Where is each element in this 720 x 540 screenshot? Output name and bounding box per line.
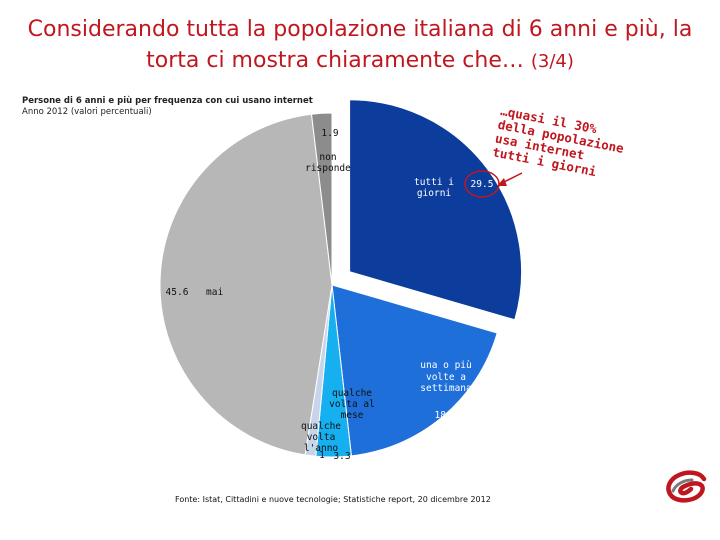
slice-value-anno: 1 [319, 450, 325, 461]
slice-value-non-risponde: 1.9 [321, 128, 338, 139]
chart-subtitle: Anno 2012 (valori percentuali) [22, 107, 152, 117]
slice-label-mese: qualche [332, 388, 372, 399]
slice-label-mese: mese [341, 410, 364, 421]
slice-value-settimana: 18.7 [435, 410, 458, 421]
pie-slice-settimana [331, 284, 498, 457]
slice-value-tutti-i-giorni: 29.5 [471, 179, 494, 190]
slice-label-settimana: volte a [426, 372, 466, 383]
pie-slice-mai [159, 113, 333, 456]
slice-label-tutti-i-giorni: giorni [417, 188, 452, 199]
slice-label-anno: l'anno [304, 443, 339, 454]
callout-highlight-circle [464, 170, 500, 198]
slice-label-mese: volta al [329, 399, 375, 410]
slide-title-tag: (3/4) [530, 51, 574, 72]
chart-caption: Persone di 6 anni e più per frequenza co… [22, 96, 313, 118]
slice-label-anno: volta [307, 432, 336, 443]
slice-label-non-risponde: non [319, 152, 336, 163]
chart-source: Fonte: Istat, Cittadini e nuove tecnolog… [175, 495, 491, 504]
slide-title-main: Considerando tutta la popolazione italia… [27, 17, 693, 73]
slide-title: Considerando tutta la popolazione italia… [0, 14, 720, 77]
pie-slice-tutti-i-giorni [349, 99, 523, 321]
logo-icon [666, 470, 707, 503]
pie-slice-non-risponde [310, 112, 333, 286]
slice-label-settimana: settimana [420, 383, 471, 394]
slice-label-non-risponde: risponde [305, 163, 351, 174]
slice-label-anno: qualche [301, 421, 341, 432]
slice-value-mai: 45.6 [166, 287, 189, 298]
chart-title: Persone di 6 anni e più per frequenza co… [22, 96, 313, 106]
slice-label-settimana: una o più [420, 360, 471, 371]
slice-value-mese: 3.3 [333, 451, 350, 462]
slice-label-tutti-i-giorni: tutti i [414, 177, 454, 188]
slice-label-mai: mai [206, 287, 223, 298]
